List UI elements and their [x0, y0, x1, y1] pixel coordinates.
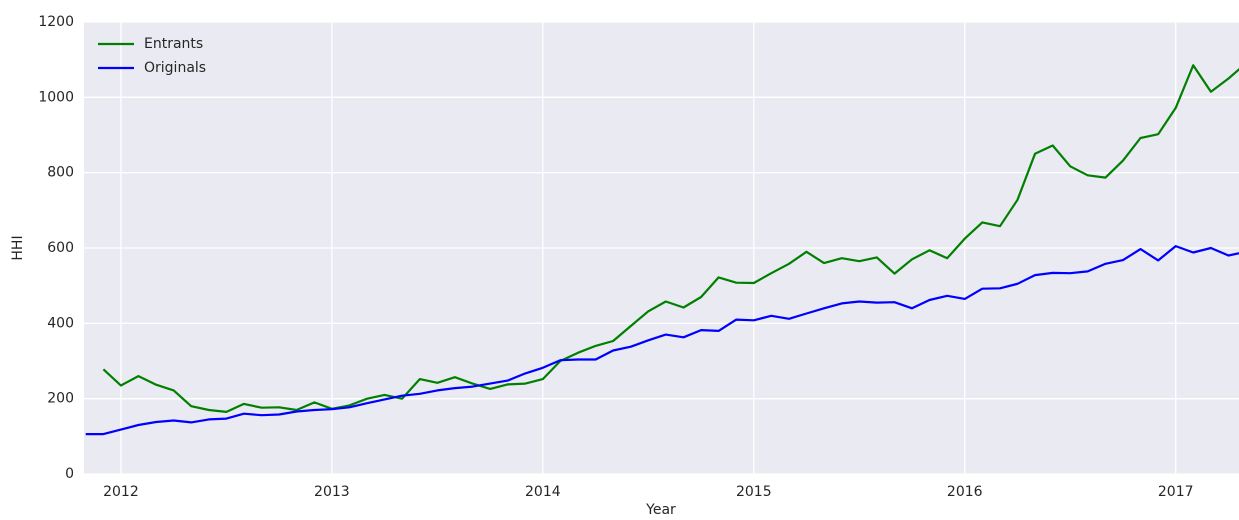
x-tick-label: 2012: [103, 484, 139, 500]
y-tick-label: 0: [65, 466, 74, 482]
x-axis-label: Year: [645, 502, 676, 518]
lines: [85, 64, 1239, 436]
x-tick-label: 2016: [947, 484, 983, 500]
y-tick-label: 600: [47, 240, 74, 256]
x-tick-label: 2017: [1158, 484, 1194, 500]
x-tick-label: 2013: [314, 484, 350, 500]
legend-label: Originals: [144, 60, 206, 76]
y-tick-label: 400: [47, 315, 74, 331]
x-tick-label: 2014: [525, 484, 561, 500]
grid: [84, 21, 1239, 475]
legend-label: Entrants: [144, 36, 203, 52]
series-line: [85, 245, 1239, 436]
x-tick-label: 2015: [736, 484, 772, 500]
legend: Entrants Originals: [98, 36, 206, 76]
y-tick-label: 1200: [38, 14, 74, 30]
y-axis-label: HHI: [10, 235, 26, 260]
y-tick-label: 1000: [38, 89, 74, 105]
series-line: [102, 64, 1239, 413]
y-tick-label: 200: [47, 391, 74, 407]
y-tick-label: 800: [47, 165, 74, 181]
